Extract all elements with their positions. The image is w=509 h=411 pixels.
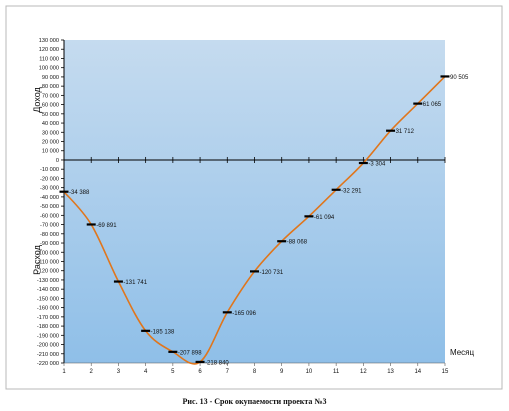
data-label: 61 065 — [423, 102, 442, 108]
y-tick-label: -70 000 — [40, 223, 59, 229]
y-tick-label: -190 000 — [37, 333, 59, 339]
data-label: 90 505 — [450, 75, 469, 81]
data-label: -61 094 — [314, 215, 335, 221]
data-label: -165 096 — [232, 311, 256, 317]
y-tick-label: 70 000 — [42, 93, 59, 99]
y-tick-label: 80 000 — [42, 84, 59, 90]
y-tick-label: 120 000 — [39, 47, 59, 53]
x-tick-label: 13 — [387, 369, 394, 375]
plot-area — [64, 40, 445, 363]
x-tick-label: 6 — [198, 369, 202, 375]
x-tick-label: 2 — [90, 369, 94, 375]
y-tick-label: -40 000 — [40, 195, 59, 201]
y-tick-label: -200 000 — [37, 343, 59, 349]
data-label: 31 712 — [396, 129, 415, 135]
y-tick-label: -210 000 — [37, 352, 59, 358]
y-tick-label: 10 000 — [42, 149, 59, 155]
y-tick-label: -10 000 — [40, 167, 59, 173]
y-tick-label: -180 000 — [37, 324, 59, 330]
y-tick-label: 30 000 — [42, 130, 59, 136]
data-label: -120 731 — [260, 270, 284, 276]
data-label: -131 741 — [123, 280, 147, 286]
x-tick-label: 9 — [280, 369, 284, 375]
y-tick-label: -100 000 — [37, 250, 59, 256]
y-tick-label: -110 000 — [37, 259, 59, 265]
y-tick-label: -140 000 — [37, 287, 59, 293]
data-label: -34 388 — [69, 190, 90, 196]
data-label: -185 138 — [151, 329, 175, 335]
data-label: -88 068 — [287, 240, 308, 246]
y-tick-label: -80 000 — [40, 232, 59, 238]
x-tick-label: 11 — [333, 369, 340, 375]
y-tick-label: 40 000 — [42, 121, 59, 127]
y-tick-label: -220 000 — [37, 361, 59, 367]
x-tick-label: 1 — [62, 369, 66, 375]
data-label: -32 291 — [341, 188, 362, 194]
y-tick-label: 130 000 — [39, 38, 59, 44]
x-tick-label: 7 — [226, 369, 230, 375]
x-tick-label: 15 — [442, 369, 449, 375]
y-tick-label: -50 000 — [40, 204, 59, 210]
data-label: -69 891 — [96, 223, 117, 229]
y-tick-label: -170 000 — [37, 315, 59, 321]
y-tick-label: 60 000 — [42, 103, 59, 109]
x-tick-label: 5 — [171, 369, 175, 375]
y-tick-label: -130 000 — [37, 278, 59, 284]
x-tick-label: 4 — [144, 369, 148, 375]
data-label: -218 840 — [205, 360, 229, 366]
y-tick-label: -150 000 — [37, 296, 59, 302]
y-tick-label: -20 000 — [40, 176, 59, 182]
x-axis-title: Месяц — [450, 348, 475, 357]
y-tick-label: 110 000 — [39, 56, 59, 62]
ylabel-bottom: Расход — [32, 244, 42, 274]
y-tick-label: -60 000 — [40, 213, 59, 219]
y-tick-label: 0 — [56, 158, 59, 164]
x-tick-label: 8 — [253, 369, 257, 375]
y-tick-label: 100 000 — [39, 66, 59, 72]
y-tick-label: -120 000 — [37, 269, 59, 275]
x-tick-label: 10 — [306, 369, 313, 375]
x-tick-label: 3 — [117, 369, 121, 375]
x-tick-label: 14 — [414, 369, 421, 375]
x-tick-label: 12 — [360, 369, 367, 375]
y-tick-label: 90 000 — [42, 75, 59, 81]
y-tick-label: 50 000 — [42, 112, 59, 118]
figure-caption: Рис. 13 - Срок окупаемости проекта №3 — [182, 397, 327, 406]
data-label: -207 898 — [178, 350, 202, 356]
y-tick-label: -160 000 — [37, 306, 59, 312]
y-tick-label: -90 000 — [40, 241, 59, 247]
y-tick-label: -30 000 — [40, 186, 59, 192]
data-label: -3 304 — [368, 162, 386, 168]
ylabel-top: Доход — [32, 86, 42, 112]
y-tick-label: 20 000 — [42, 140, 59, 146]
